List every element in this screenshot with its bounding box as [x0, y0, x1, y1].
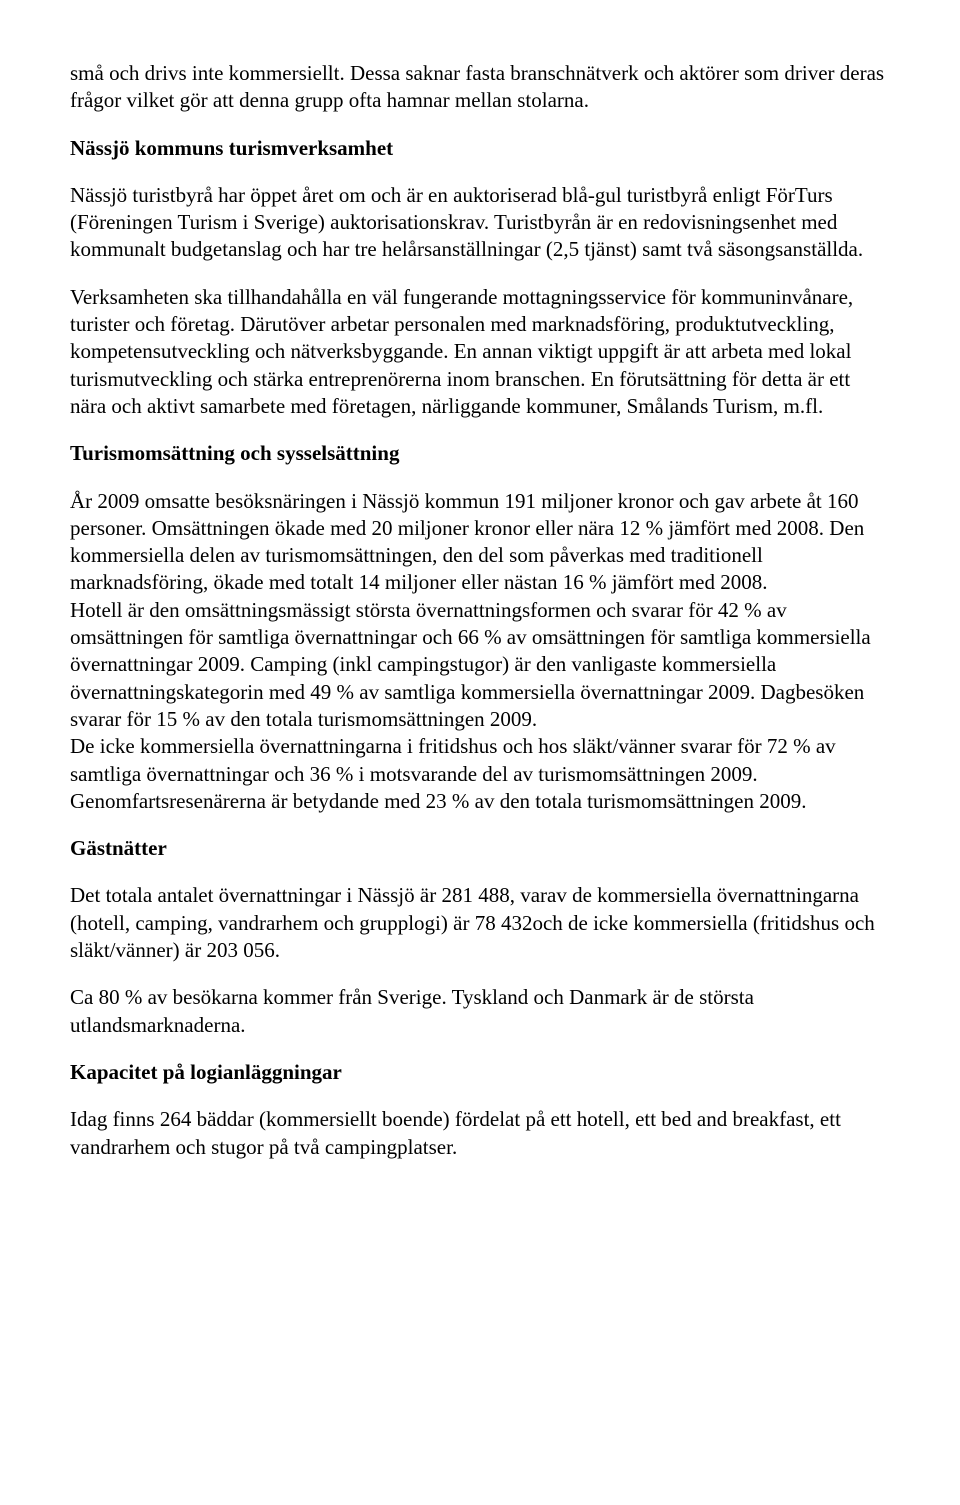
section-heading: Gästnätter	[70, 835, 890, 862]
section-heading: Nässjö kommuns turismverksamhet	[70, 135, 890, 162]
body-paragraph: Verksamheten ska tillhandahålla en väl f…	[70, 284, 890, 420]
section-heading: Kapacitet på logianläggningar	[70, 1059, 890, 1086]
section-heading: Turismomsättning och sysselsättning	[70, 440, 890, 467]
body-paragraph: Nässjö turistbyrå har öppet året om och …	[70, 182, 890, 264]
body-paragraph: Hotell är den omsättningsmässigt största…	[70, 597, 890, 733]
body-paragraph: De icke kommersiella övernattningarna i …	[70, 733, 890, 815]
body-paragraph: Ca 80 % av besökarna kommer från Sverige…	[70, 984, 890, 1039]
body-paragraph: Det totala antalet övernattningar i Näss…	[70, 882, 890, 964]
body-paragraph: små och drivs inte kommersiellt. Dessa s…	[70, 60, 890, 115]
body-paragraph: År 2009 omsatte besöksnäringen i Nässjö …	[70, 488, 890, 597]
body-paragraph: Idag finns 264 bäddar (kommersiellt boen…	[70, 1106, 890, 1161]
